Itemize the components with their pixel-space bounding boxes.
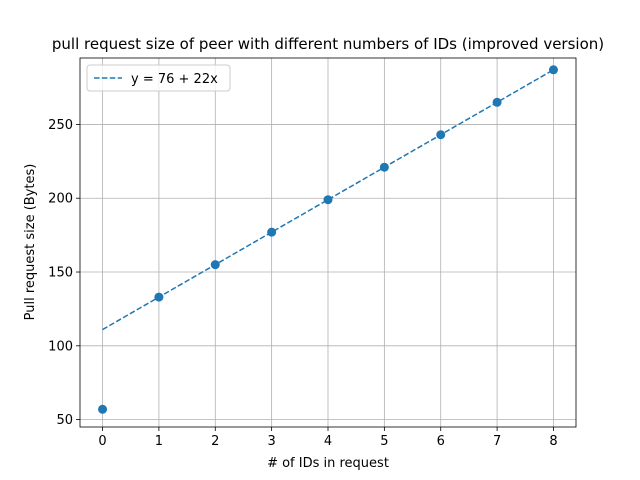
x-tick-label: 8	[549, 434, 557, 449]
data-point	[492, 97, 502, 107]
y-axis-title: Pull request size (Bytes)	[23, 164, 38, 321]
y-tick-label: 100	[48, 339, 73, 354]
data-point	[436, 130, 446, 140]
y-tick-label: 50	[56, 413, 73, 428]
x-tick-label: 1	[155, 434, 163, 449]
plot-area: 0 1 2 3 4 5 6 7 8 50 100 150 200 250	[48, 57, 577, 449]
data-point	[267, 227, 277, 237]
y-tick-label: 250	[48, 118, 73, 133]
x-tick-label: 5	[380, 434, 388, 449]
chart-title: pull request size of peer with different…	[52, 35, 604, 53]
data-point	[210, 260, 220, 270]
y-tick-label: 150	[48, 266, 73, 281]
x-tick-label: 6	[437, 434, 445, 449]
data-point	[548, 65, 558, 75]
x-tick-label: 0	[98, 434, 106, 449]
y-tick-label: 200	[48, 192, 73, 207]
data-point	[379, 162, 389, 172]
x-tick-label: 2	[211, 434, 219, 449]
data-point	[98, 404, 108, 414]
data-point	[154, 292, 164, 302]
data-point	[323, 195, 333, 205]
legend-label: y = 76 + 22x	[131, 72, 218, 87]
x-axis-title: # of IDs in request	[267, 456, 389, 471]
x-tick-label: 3	[267, 434, 275, 449]
x-tick-label: 7	[493, 434, 501, 449]
x-tick-label: 4	[324, 434, 332, 449]
legend: y = 76 + 22x	[86, 64, 231, 92]
legend-box	[86, 64, 231, 92]
